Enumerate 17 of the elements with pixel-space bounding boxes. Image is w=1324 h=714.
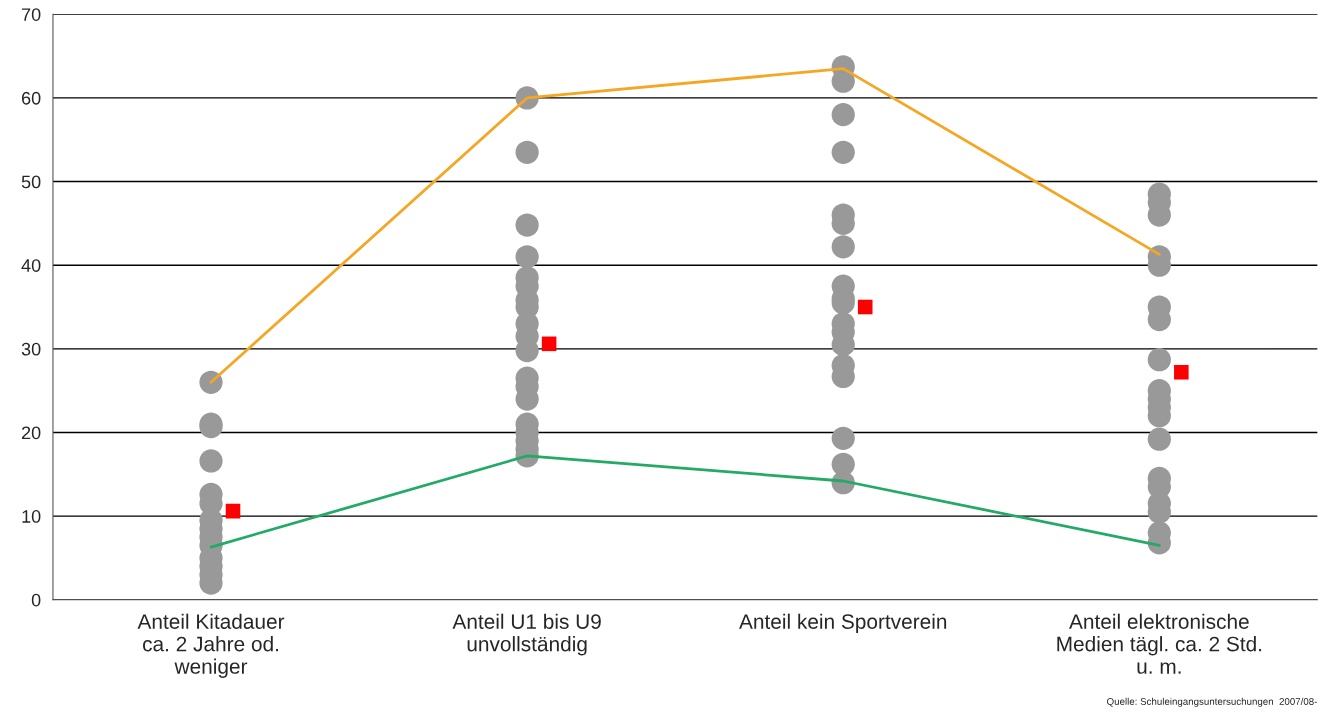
y-tick-label: 0 xyxy=(31,593,41,607)
y-tick-label: 50 xyxy=(21,175,41,189)
x-tick-label: Anteil U1 bis U9 unvollständig xyxy=(452,613,601,656)
point xyxy=(541,336,557,352)
source-note: Quelle: Schuleingangsuntersuchungen 2007/08- xyxy=(1107,697,1317,707)
y-tick-label: 60 xyxy=(21,91,41,105)
point xyxy=(1174,364,1189,380)
y-tick-label: 10 xyxy=(22,510,41,523)
point xyxy=(857,299,873,315)
x-tick-label: Anteil Kitadauer ca. 2 Jahre od. weniger xyxy=(137,613,285,678)
y-tick-label: 70 xyxy=(22,8,41,21)
y-tick-label: 20 xyxy=(21,426,41,440)
x-tick-label: Anteil kein Sportverein xyxy=(739,613,947,634)
y-tick-label: 30 xyxy=(21,342,41,356)
y-tick-label: 40 xyxy=(21,259,41,272)
x-tick-label: Anteil elektronische Medien tägl. ca. 2 Std. u. m. xyxy=(1057,613,1262,674)
point xyxy=(225,503,241,519)
